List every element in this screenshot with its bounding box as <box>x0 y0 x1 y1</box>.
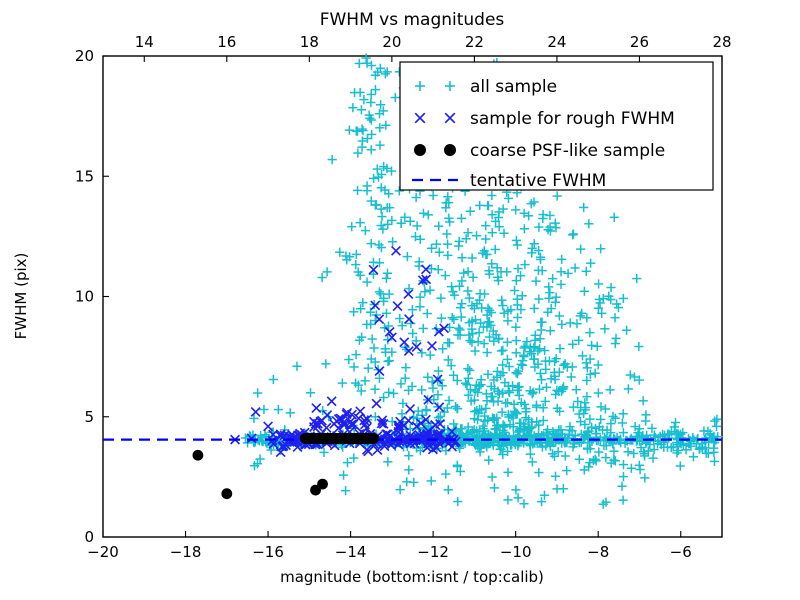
page-title: FWHM vs magnitudes <box>320 10 505 30</box>
top-tick-label: 16 <box>217 33 236 51</box>
x-axis-label: magnitude (bottom:isnt / top:calib) <box>280 568 544 586</box>
bottom-tick-label: −14 <box>335 543 367 561</box>
left-tick-label: 20 <box>75 47 94 65</box>
top-axis-ticks: 14 16 18 20 22 24 26 28 <box>135 33 732 62</box>
bottom-tick-label: −8 <box>587 543 609 561</box>
top-tick-label: 22 <box>465 33 484 51</box>
plus-icon <box>415 81 455 91</box>
left-tick-label: 15 <box>75 167 94 185</box>
legend-label: tentative FWHM <box>470 171 606 191</box>
left-tick-label: 5 <box>84 408 94 426</box>
bottom-tick-label: −18 <box>170 543 202 561</box>
bottom-tick-label: −20 <box>87 543 119 561</box>
top-tick-label: 26 <box>630 33 649 51</box>
dot-icon <box>414 144 456 156</box>
bottom-tick-label: −10 <box>500 543 532 561</box>
series-coarse-psf-like-sample <box>192 432 380 500</box>
bottom-tick-label: −12 <box>417 543 449 561</box>
legend[interactable]: all sample sample for rough FWHM coarse PS… <box>399 61 714 191</box>
legend-item[interactable]: all sample <box>415 77 557 97</box>
legend-label: sample for rough FWHM <box>470 109 675 129</box>
legend-box <box>399 61 714 191</box>
top-tick-label: 28 <box>712 33 731 51</box>
bottom-tick-label: −16 <box>252 543 284 561</box>
legend-label: all sample <box>470 77 557 97</box>
left-tick-label: 10 <box>75 288 94 306</box>
y-axis-label: FWHM (pix) <box>12 253 30 340</box>
legend-item[interactable]: sample for rough FWHM <box>414 109 675 129</box>
legend-label: coarse PSF-like sample <box>470 141 665 161</box>
legend-item[interactable]: coarse PSF-like sample <box>414 141 665 161</box>
legend-item[interactable]: tentative FWHM <box>412 171 606 191</box>
top-tick-label: 24 <box>547 33 566 51</box>
left-tick-label: 0 <box>84 528 94 546</box>
bottom-axis-ticks: −20 −18 −16 −14 −12 −10 −8 −6 <box>87 531 692 561</box>
bottom-tick-label: −6 <box>670 543 692 561</box>
cross-icon <box>414 112 456 124</box>
top-tick-label: 20 <box>382 33 401 51</box>
top-tick-label: 18 <box>300 33 319 51</box>
left-axis-ticks: 0 5 10 15 20 <box>75 47 109 546</box>
top-tick-label: 14 <box>135 33 154 51</box>
